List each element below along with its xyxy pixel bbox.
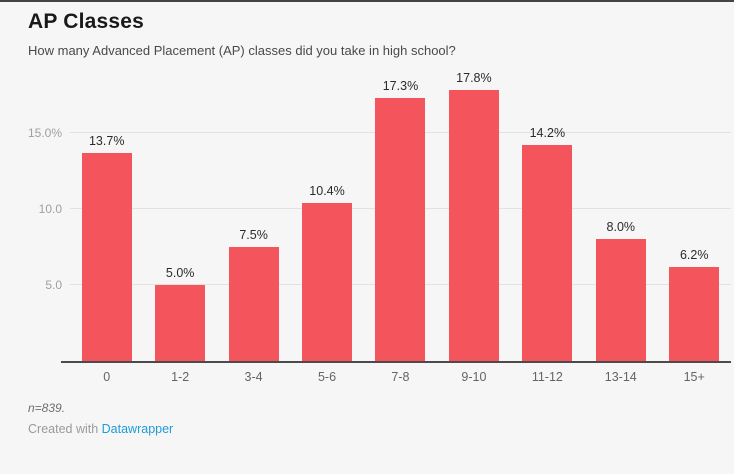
bar[interactable]	[81, 152, 132, 361]
x-axis-label: 3-4	[244, 370, 263, 384]
plot-area: 13.7% 5.0% 7.5% 10.4% 17.3% 17.8% 14.2% 8.0% 6.2…	[28, 61, 731, 363]
x-axis-label: 15+	[683, 370, 705, 384]
bar-value-label: 14.2%	[529, 125, 566, 140]
bar-group-9-10: 17.8%	[437, 71, 510, 361]
bar-value-label: 13.7%	[88, 133, 125, 148]
bar-value-label: 7.5%	[239, 227, 268, 242]
y-tick-label: 10.0	[38, 201, 62, 216]
chart-title: AP Classes	[28, 10, 145, 33]
x-axis-label: 13-14	[604, 370, 637, 384]
bar[interactable]	[669, 266, 720, 361]
bar-value-label: 5.0%	[165, 265, 195, 280]
x-axis-baseline	[61, 361, 70, 363]
bar-group-0: 13.7%	[70, 133, 143, 361]
x-axis-label: 0	[103, 370, 111, 384]
bar-value-label: 10.4%	[309, 183, 345, 198]
chart-footer: n=839. Created with Datawrapper	[28, 401, 734, 436]
x-axis-label: 5-6	[317, 370, 337, 384]
credit-prefix: Created with	[28, 422, 102, 436]
y-tick-label: 15.0%	[27, 125, 62, 140]
bar-group-3-4: 7.5%	[217, 228, 290, 361]
chart-subtitle: How many Advanced Placement (AP) classes…	[28, 43, 456, 58]
chart-header: AP Classes How many Advanced Placement (…	[0, 2, 734, 58]
bar-value-label: 17.8%	[456, 71, 492, 86]
x-axis-label: 11-12	[531, 370, 563, 384]
bar-group-7-8: 17.3%	[364, 79, 437, 361]
bar-group-5-6: 10.4%	[290, 184, 363, 361]
bar[interactable]	[375, 97, 426, 361]
bar-chart: 13.7% 5.0% 7.5% 10.4% 17.3% 17.8% 14.2% 8.0% 6.2…	[28, 61, 731, 384]
y-tick-label: 5.0	[45, 277, 62, 292]
bar[interactable]	[302, 202, 353, 361]
bars-container: 13.7% 5.0% 7.5% 10.4% 17.3% 17.8% 14.2% 8.0% 6.2…	[70, 61, 731, 361]
x-axis-labels: 0 1-2 3-4 5-6 7-8 9-10 11-12 13-14 15+	[70, 370, 731, 384]
bar-value-label: 17.3%	[382, 78, 419, 93]
bar-value-label: 8.0%	[606, 220, 636, 235]
bar-value-label: 6.2%	[679, 247, 709, 262]
bar[interactable]	[522, 144, 573, 361]
x-axis-label: 9-10	[461, 370, 487, 384]
bar-group-15+: 6.2%	[658, 248, 731, 361]
datawrapper-link[interactable]: Datawrapper	[101, 422, 174, 436]
bar-group-11-12: 14.2%	[511, 126, 584, 361]
bar[interactable]	[155, 284, 206, 361]
x-axis-label: 1-2	[171, 370, 190, 384]
bar[interactable]	[595, 239, 646, 361]
x-axis-label: 7-8	[391, 370, 410, 384]
bar-group-13-14: 8.0%	[584, 220, 657, 361]
bar-group-1-2: 5.0%	[143, 266, 216, 361]
bar[interactable]	[448, 90, 499, 361]
sample-size-note: n=839.	[28, 401, 66, 415]
bar[interactable]	[228, 246, 279, 361]
credit-line: Created with Datawrapper	[28, 422, 734, 436]
